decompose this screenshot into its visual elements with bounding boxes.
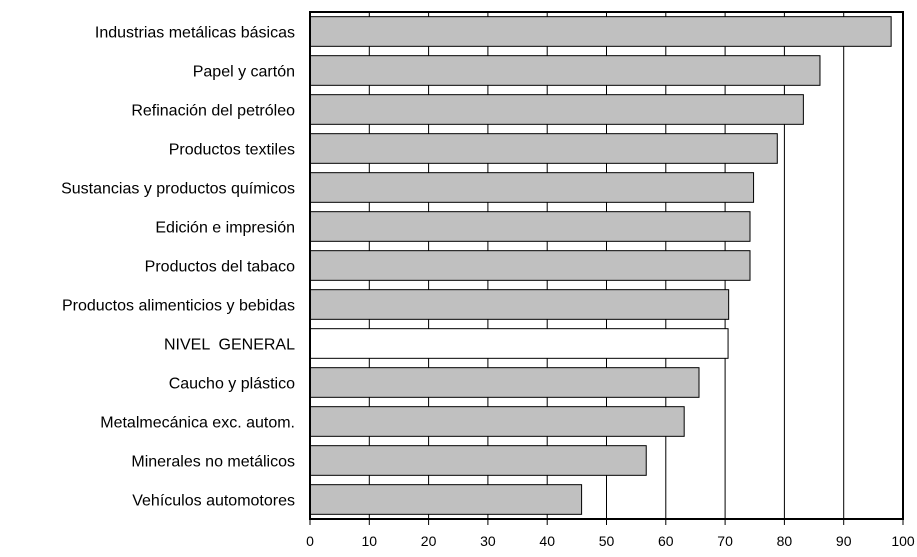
category-label: Papel y cartón	[193, 64, 295, 81]
bar	[309, 94, 804, 125]
x-tick-label: 40	[539, 533, 555, 549]
x-tick-label: 60	[658, 533, 674, 549]
bar	[309, 484, 583, 515]
category-label: Refinación del petróleo	[131, 103, 295, 120]
x-tick-label: 70	[717, 533, 733, 549]
bar	[309, 133, 778, 164]
category-labels: Industrias metálicas básicas Papel y cart…	[61, 25, 295, 510]
bar	[309, 445, 647, 476]
bar	[309, 289, 730, 320]
category-label: Productos textiles	[169, 142, 295, 159]
bar	[309, 211, 751, 242]
x-tick-label: 50	[599, 533, 615, 549]
bar	[309, 16, 892, 47]
x-tick-label: 80	[777, 533, 793, 549]
category-label: Productos alimenticios y bebidas	[62, 298, 295, 315]
bars	[309, 16, 892, 515]
category-label: Industrias metálicas básicas	[95, 25, 295, 42]
category-label: Metalmecánica exc. autom.	[100, 415, 295, 432]
bar-nivel-general	[309, 328, 729, 359]
x-tick-label: 0	[306, 533, 314, 549]
x-tick-label: 10	[362, 533, 378, 549]
bar	[309, 250, 751, 281]
x-axis-ticks: 0 10 20 30 40 50 60 70 80 90 100	[306, 519, 915, 549]
x-tick-label: 90	[836, 533, 852, 549]
bar	[309, 367, 700, 398]
bar	[309, 406, 685, 437]
bar	[309, 172, 755, 203]
x-tick-label: 20	[421, 533, 437, 549]
bar	[309, 55, 821, 86]
category-label: Productos del tabaco	[145, 259, 295, 276]
category-label: Edición e impresión	[155, 220, 295, 237]
category-label: Sustancias y productos químicos	[61, 181, 295, 198]
category-label: Minerales no metálicos	[131, 454, 295, 471]
category-label: Caucho y plástico	[169, 376, 295, 393]
category-label: NIVEL GENERAL	[164, 337, 295, 354]
plot-area-frame	[309, 11, 904, 520]
x-tick-label: 30	[480, 533, 496, 549]
category-label: Vehículos automotores	[132, 493, 295, 510]
x-tick-label: 100	[891, 533, 915, 549]
